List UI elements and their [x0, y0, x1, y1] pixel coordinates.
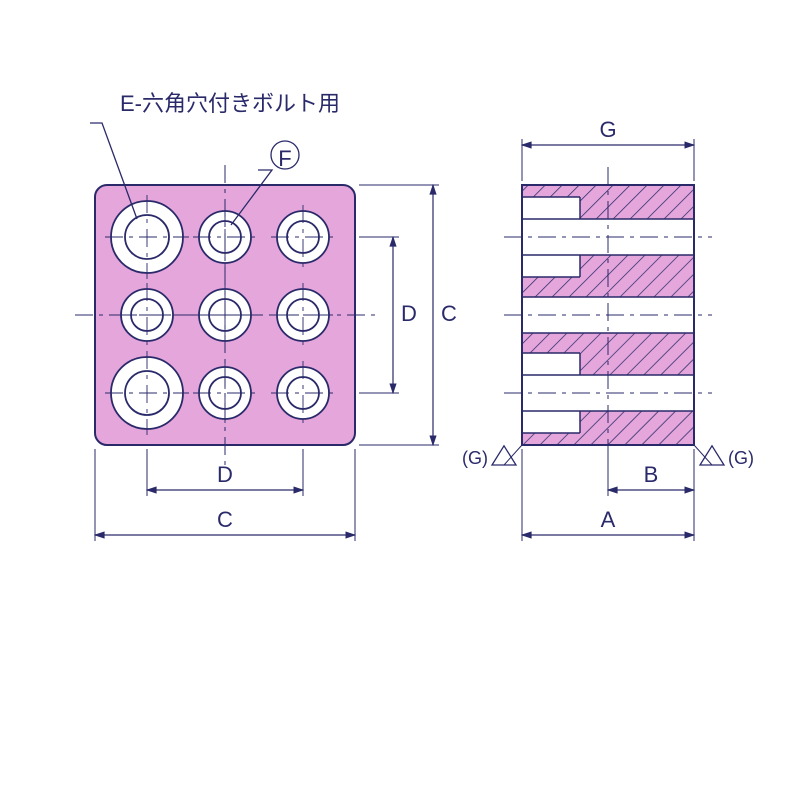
svg-text:(G): (G) — [462, 448, 488, 468]
svg-text:C: C — [441, 301, 457, 326]
svg-text:B: B — [644, 462, 659, 487]
title-label: E-六角穴付きボルト用 — [120, 91, 340, 116]
svg-text:D: D — [401, 301, 417, 326]
side-view — [504, 167, 712, 463]
label-f: F — [278, 146, 291, 171]
svg-text:C: C — [217, 507, 233, 532]
svg-text:A: A — [601, 507, 616, 532]
svg-text:D: D — [217, 462, 233, 487]
svg-text:G: G — [599, 117, 616, 142]
front-view — [75, 165, 375, 465]
svg-text:(G): (G) — [728, 448, 754, 468]
